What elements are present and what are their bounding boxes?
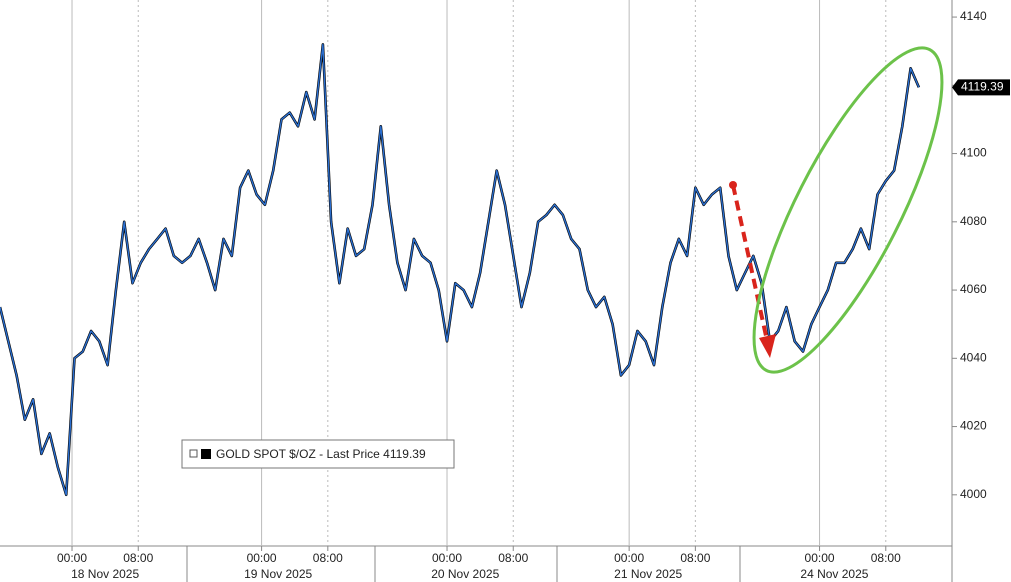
price-line (0, 43, 920, 496)
y-tick-label: 4040 (960, 350, 987, 364)
date-label: 18 Nov 2025 (71, 567, 139, 581)
x-tick-label: 00:00 (614, 551, 644, 565)
date-label: 21 Nov 2025 (614, 567, 682, 581)
x-tick-label: 00:00 (805, 551, 835, 565)
x-tick-label: 08:00 (123, 551, 153, 565)
last-price-label: 4119.39 (961, 80, 1004, 94)
plot (0, 43, 921, 497)
red-arrow (731, 184, 770, 346)
x-tick-label: 00:00 (57, 551, 87, 565)
x-tick-label: 08:00 (313, 551, 343, 565)
y-tick-label: 4060 (960, 282, 987, 296)
arrow-dot (729, 181, 737, 189)
x-tick-label: 08:00 (498, 551, 528, 565)
y-tick-label: 4080 (960, 214, 987, 228)
legend-swatch (201, 449, 211, 459)
y-tick-label: 4020 (960, 419, 987, 433)
x-tick-label: 00:00 (247, 551, 277, 565)
legend-label: GOLD SPOT $/OZ - Last Price 4119.39 (216, 447, 426, 461)
arrow-head (759, 334, 776, 358)
x-tick-label: 00:00 (432, 551, 462, 565)
date-label: 20 Nov 2025 (431, 567, 499, 581)
x-tick-label: 08:00 (680, 551, 710, 565)
last-price-tag (952, 79, 1010, 96)
highlight-ellipse (752, 46, 944, 374)
x-tick-label: 08:00 (871, 551, 901, 565)
legend-box (181, 439, 455, 469)
legend-icon (189, 449, 198, 458)
y-tick-label: 4100 (960, 146, 987, 160)
date-label: 19 Nov 2025 (244, 567, 312, 581)
y-tick-label: 4000 (960, 487, 987, 501)
y-tick-label: 4140 (960, 9, 987, 23)
date-label: 24 Nov 2025 (800, 567, 868, 581)
